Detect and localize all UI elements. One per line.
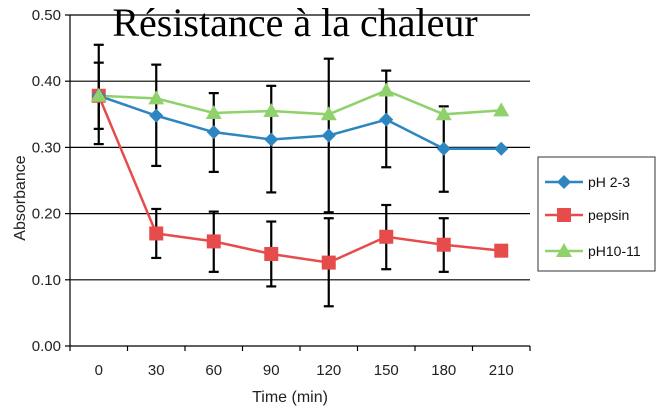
legend-item-2: pH10-11	[545, 243, 641, 259]
legend-marker-2	[556, 243, 572, 257]
chart-title: Résistance à la chaleur	[112, 0, 477, 45]
data-point-s1-2	[206, 234, 221, 249]
y-tick-label-5: 0.50	[32, 7, 61, 24]
x-tick-label-6: 180	[431, 362, 456, 379]
data-point-s2-1	[148, 90, 165, 105]
series-line-0	[98, 94, 502, 150]
y-tick-label-3: 0.30	[32, 139, 61, 156]
y-axis-label: Absorbance	[12, 155, 29, 240]
data-point-s0-4	[321, 128, 336, 143]
data-point-s2-7	[493, 102, 510, 117]
x-tick-label-1: 30	[148, 362, 165, 379]
data-point-s2-3	[263, 102, 280, 117]
data-point-s2-6	[435, 106, 452, 121]
data-point-s1-6	[436, 237, 451, 252]
data-point-s1-7	[494, 243, 509, 258]
y-tick-label-0: 0.00	[32, 338, 61, 355]
y-axis-ticks: 0.00 0.10 0.20 0.30 0.40 0.50	[32, 7, 70, 355]
series-line-1	[97, 95, 502, 264]
data-point-s1-3	[264, 246, 279, 261]
y-tick-label-2: 0.20	[32, 206, 61, 223]
x-tick-label-2: 60	[205, 362, 222, 379]
data-point-s0-7	[494, 141, 509, 156]
legend-item-0: pH 2-3	[545, 174, 630, 190]
data-point-s1-1	[149, 226, 164, 241]
data-point-s0-1	[149, 108, 164, 123]
legend-item-1: pepsin	[545, 207, 629, 223]
x-tick-label-4: 120	[316, 362, 341, 379]
data-point-s0-2	[206, 125, 221, 140]
legend-label-0: pH 2-3	[588, 174, 630, 190]
data-point-s0-5	[379, 112, 394, 127]
data-point-s0-3	[264, 132, 279, 147]
legend: pH 2-3 pepsin pH10-11	[537, 156, 656, 272]
data-point-s2-4	[320, 106, 337, 121]
legend-marker-1	[557, 208, 571, 222]
legend-label-1: pepsin	[588, 207, 629, 223]
data-point-s2-2	[205, 104, 222, 119]
x-tick-label-3: 90	[263, 362, 280, 379]
data-point-s2-0	[90, 87, 107, 102]
legend-marker-0	[557, 175, 571, 189]
data-point-s2-5	[378, 82, 395, 97]
axes	[69, 15, 530, 347]
data-point-s1-4	[321, 255, 336, 270]
series-line-2	[98, 89, 502, 116]
x-axis-label: Time (min)	[252, 389, 328, 406]
data-point-s0-6	[436, 141, 451, 156]
data-point-s1-5	[379, 229, 394, 244]
gridlines	[70, 14, 530, 281]
x-tick-label-5: 150	[374, 362, 399, 379]
error-bars	[93, 43, 449, 308]
y-tick-label-1: 0.10	[32, 272, 61, 289]
x-tick-label-0: 0	[95, 362, 103, 379]
series-lines	[97, 89, 502, 264]
series-markers	[90, 82, 510, 270]
x-axis-ticks: 0 30 60 90 120 150 180 210	[69, 346, 531, 379]
legend-label-2: pH10-11	[588, 243, 641, 259]
x-tick-label-7: 210	[489, 362, 514, 379]
y-tick-label-4: 0.40	[32, 73, 61, 90]
